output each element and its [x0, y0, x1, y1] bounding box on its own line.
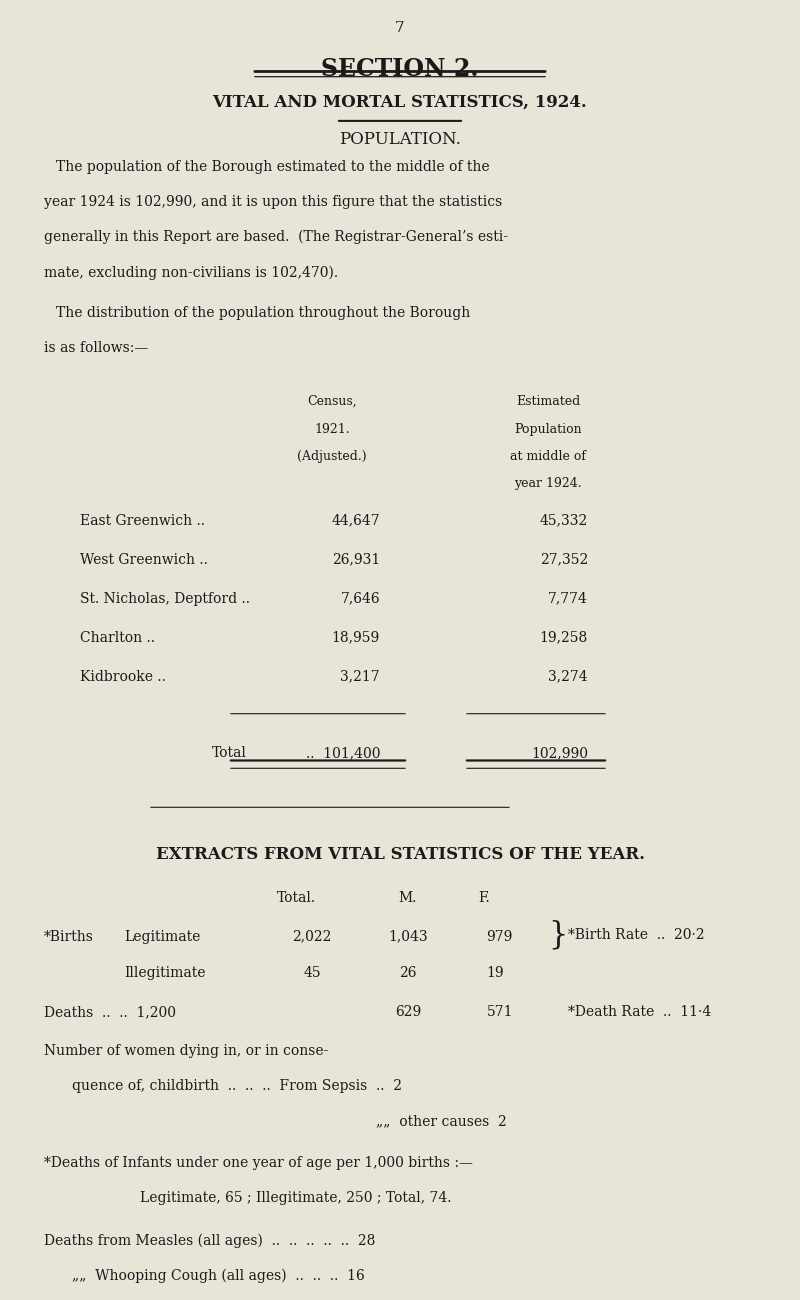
Text: 1921.: 1921. — [314, 422, 350, 436]
Text: ..  101,400: .. 101,400 — [306, 746, 380, 760]
Text: Total: Total — [212, 746, 247, 760]
Text: 26: 26 — [399, 966, 417, 980]
Text: Legitimate, 65 ; Illegitimate, 250 ; Total, 74.: Legitimate, 65 ; Illegitimate, 250 ; Tot… — [140, 1191, 451, 1205]
Text: year 1924.: year 1924. — [514, 477, 582, 490]
Text: „„  Whooping Cough (all ages)  ..  ..  ..  16: „„ Whooping Cough (all ages) .. .. .. 16 — [72, 1269, 365, 1283]
Text: The population of the Borough estimated to the middle of the: The population of the Borough estimated … — [56, 160, 490, 174]
Text: East Greenwich ..: East Greenwich .. — [80, 514, 205, 528]
Text: 44,647: 44,647 — [331, 514, 380, 528]
Text: 45: 45 — [303, 966, 321, 980]
Text: *Death Rate  ..  11·4: *Death Rate .. 11·4 — [568, 1005, 711, 1019]
Text: quence of, childbirth  ..  ..  ..  From Sepsis  ..  2: quence of, childbirth .. .. .. From Seps… — [72, 1079, 402, 1093]
Text: 7,646: 7,646 — [340, 592, 380, 606]
Text: at middle of: at middle of — [510, 450, 586, 463]
Text: 3,274: 3,274 — [548, 670, 588, 684]
Text: Census,: Census, — [307, 395, 357, 408]
Text: Estimated: Estimated — [516, 395, 580, 408]
Text: Kidbrooke ..: Kidbrooke .. — [80, 670, 166, 684]
Text: 2,022: 2,022 — [292, 930, 332, 944]
Text: 629: 629 — [395, 1005, 421, 1019]
Text: The distribution of the population throughout the Borough: The distribution of the population throu… — [56, 306, 470, 320]
Text: 19,258: 19,258 — [540, 630, 588, 645]
Text: mate, excluding non-civilians is 102,470).: mate, excluding non-civilians is 102,470… — [44, 265, 338, 280]
Text: Population: Population — [514, 422, 582, 436]
Text: *Deaths of Infants under one year of age per 1,000 births :—: *Deaths of Infants under one year of age… — [44, 1156, 473, 1170]
Text: generally in this Report are based.  (The Registrar-General’s esti-: generally in this Report are based. (The… — [44, 230, 508, 244]
Text: 26,931: 26,931 — [332, 552, 380, 567]
Text: SECTION 2.: SECTION 2. — [322, 57, 478, 81]
Text: 3,217: 3,217 — [340, 670, 380, 684]
Text: 18,959: 18,959 — [332, 630, 380, 645]
Text: 979: 979 — [486, 930, 513, 944]
Text: Number of women dying in, or in conse-: Number of women dying in, or in conse- — [44, 1044, 328, 1058]
Text: EXTRACTS FROM VITAL STATISTICS OF THE YEAR.: EXTRACTS FROM VITAL STATISTICS OF THE YE… — [155, 846, 645, 863]
Text: 45,332: 45,332 — [540, 514, 588, 528]
Text: 571: 571 — [486, 1005, 513, 1019]
Text: 27,352: 27,352 — [540, 552, 588, 567]
Text: Illegitimate: Illegitimate — [124, 966, 206, 980]
Text: 102,990: 102,990 — [531, 746, 588, 760]
Text: is as follows:—: is as follows:— — [44, 341, 148, 355]
Text: Deaths from Measles (all ages)  ..  ..  ..  ..  ..  28: Deaths from Measles (all ages) .. .. .. … — [44, 1234, 375, 1248]
Text: 19: 19 — [486, 966, 504, 980]
Text: West Greenwich ..: West Greenwich .. — [80, 552, 208, 567]
Text: 1,043: 1,043 — [388, 930, 428, 944]
Text: Legitimate: Legitimate — [124, 930, 200, 944]
Text: *Birth Rate  ..  20·2: *Birth Rate .. 20·2 — [568, 928, 705, 941]
Text: POPULATION.: POPULATION. — [339, 131, 461, 148]
Text: „„  other causes  2: „„ other causes 2 — [376, 1114, 506, 1128]
Text: 7: 7 — [395, 21, 405, 35]
Text: F.: F. — [478, 891, 490, 905]
Text: year 1924 is 102,990, and it is upon this figure that the statistics: year 1924 is 102,990, and it is upon thi… — [44, 195, 502, 209]
Text: 7,774: 7,774 — [548, 592, 588, 606]
Text: VITAL AND MORTAL STATISTICS, 1924.: VITAL AND MORTAL STATISTICS, 1924. — [213, 94, 587, 111]
Text: }: } — [548, 919, 567, 950]
Text: M.: M. — [399, 891, 417, 905]
Text: Deaths  ..  ..  1,200: Deaths .. .. 1,200 — [44, 1005, 176, 1019]
Text: (Adjusted.): (Adjusted.) — [297, 450, 367, 463]
Text: *Births: *Births — [44, 930, 94, 944]
Text: Total.: Total. — [277, 891, 315, 905]
Text: St. Nicholas, Deptford ..: St. Nicholas, Deptford .. — [80, 592, 250, 606]
Text: Charlton ..: Charlton .. — [80, 630, 155, 645]
